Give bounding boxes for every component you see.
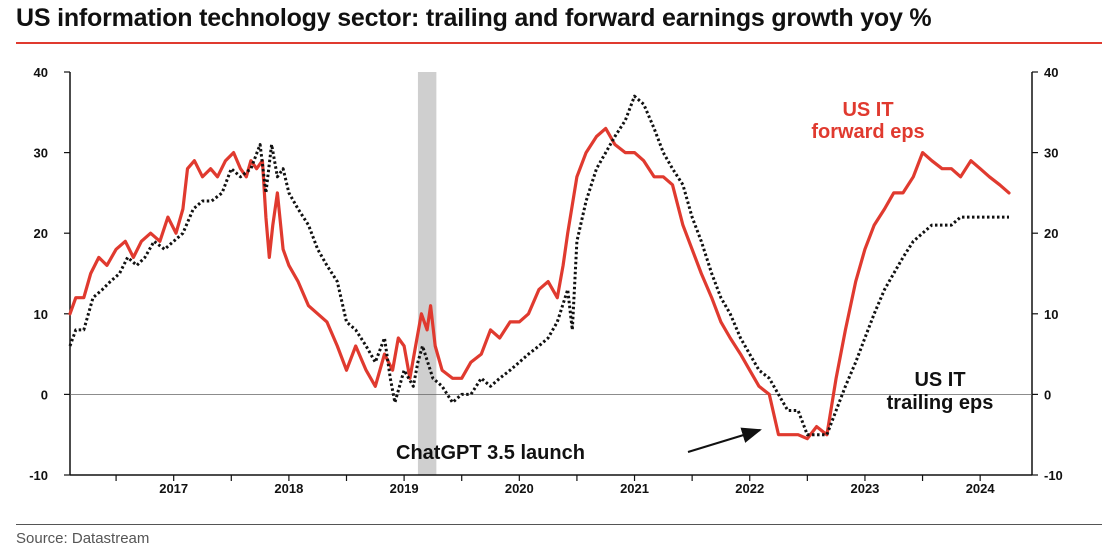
y-tick-label-right: 10 (1044, 307, 1058, 322)
y-tick-label-left: -10 (29, 468, 48, 483)
x-tick-label: 2017 (159, 481, 188, 496)
series-line-forward-eps (68, 126, 1011, 441)
x-tick-label: 2021 (620, 481, 649, 496)
chatgpt-launch-label: ChatGPT 3.5 launch (396, 442, 585, 464)
shaded-period (417, 72, 437, 475)
chart-title: US information technology sector: traili… (16, 4, 932, 32)
y-tick-label-left: 20 (34, 226, 48, 241)
x-tick-label: 2023 (850, 481, 879, 496)
x-tick-label: 2018 (274, 481, 303, 496)
x-tick-label: 2020 (505, 481, 534, 496)
series-line-trailing-eps (68, 94, 1009, 437)
forward-eps-label-line2: forward eps (811, 121, 924, 143)
y-tick-label-right: 20 (1044, 226, 1058, 241)
source-note: Source: Datastream (16, 530, 150, 547)
source-divider (16, 524, 1102, 525)
x-tick-label: 2022 (735, 481, 764, 496)
x-tick-label: 2019 (390, 481, 419, 496)
y-tick-label-left: 30 (34, 146, 48, 161)
trailing-eps-label-line2: trailing eps (887, 392, 994, 414)
x-tick-label: 2024 (966, 481, 996, 496)
y-tick-label-right: 30 (1044, 146, 1058, 161)
chatgpt-launch-arrow (687, 427, 762, 453)
y-tick-label-left: 0 (41, 387, 48, 402)
title-underline (16, 42, 1102, 44)
y-tick-label-right: -10 (1044, 468, 1063, 483)
y-tick-label-right: 40 (1044, 65, 1058, 80)
y-tick-label-left: 40 (34, 65, 48, 80)
forward-eps-label-line1: US IT (842, 99, 893, 121)
y-tick-label-left: 10 (34, 307, 48, 322)
y-tick-label-right: 0 (1044, 387, 1051, 402)
trailing-eps-label-line1: US IT (914, 369, 965, 391)
